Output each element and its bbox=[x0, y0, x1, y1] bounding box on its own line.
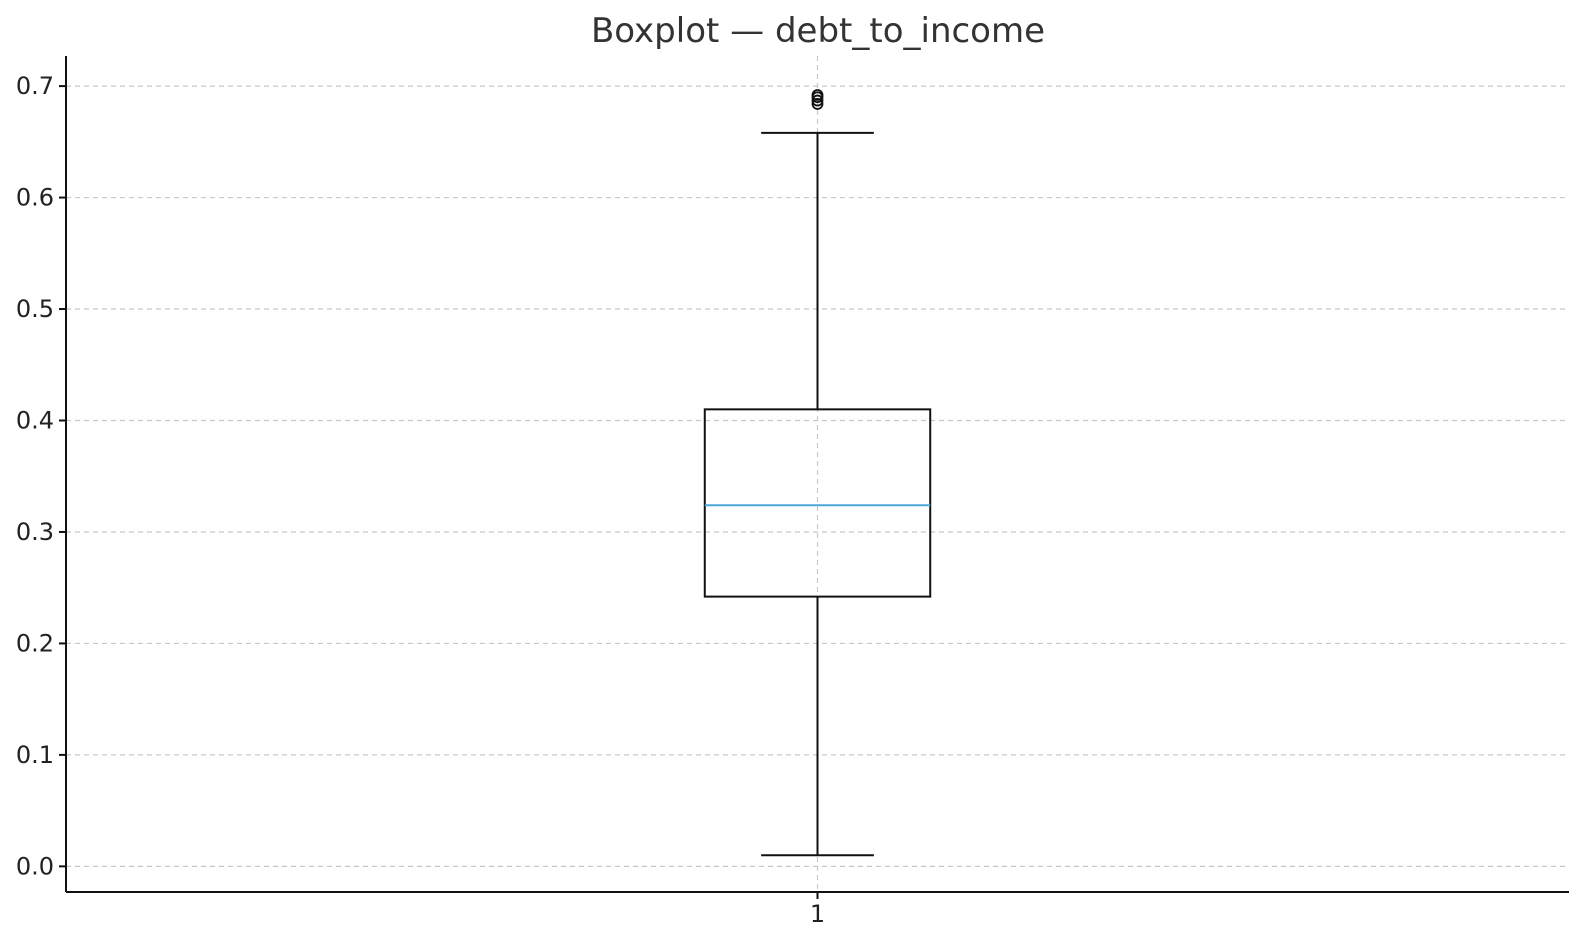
outlier-point bbox=[811, 89, 824, 101]
iqr-box bbox=[703, 408, 932, 598]
outlier-point bbox=[811, 98, 824, 110]
y-tick-label: 0.7 bbox=[16, 72, 54, 100]
plot-layer bbox=[703, 89, 932, 857]
y-tick-label: 0.4 bbox=[16, 406, 54, 434]
y-tick-label: 0.3 bbox=[16, 518, 54, 546]
y-tick-label: 0.0 bbox=[16, 852, 54, 880]
outlier-point bbox=[811, 94, 824, 107]
y-tick-label: 0.2 bbox=[16, 629, 54, 657]
y-tick-label: 0.1 bbox=[16, 741, 54, 769]
x-tick-label: 1 bbox=[810, 900, 825, 928]
y-tick-label: 0.6 bbox=[16, 184, 54, 212]
y-tick-label: 0.5 bbox=[16, 295, 54, 323]
axis-layer: 0.0 0.1 0.2 0.3 0.4 0.5 0.6 0.7 1 bbox=[16, 56, 1569, 928]
chart-title: Boxplot — debt_to_income bbox=[591, 11, 1045, 51]
